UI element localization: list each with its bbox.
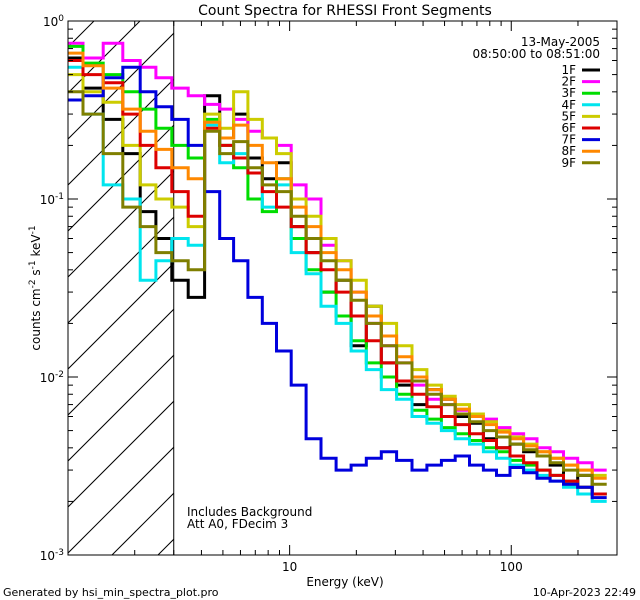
legend-label-1F: 1F	[561, 63, 576, 77]
y-axis-label: counts cm-2 s-1 keV-1	[28, 225, 43, 350]
series-line-9F	[68, 90, 607, 486]
legend-label-4F: 4F	[561, 98, 576, 112]
series-line-7F	[68, 65, 607, 500]
y-label-exp1: -2	[28, 279, 38, 288]
chart-title: Count Spectra for RHESSI Front Segments	[198, 3, 492, 19]
series-line-4F	[68, 65, 607, 503]
hatch-line	[0, 21, 48, 555]
legend-label-7F: 7F	[561, 133, 576, 147]
series-group	[68, 41, 607, 503]
legend-label-9F: 9F	[561, 156, 576, 170]
hatch-line	[68, 32, 174, 140]
y-tick-label: 10-2	[40, 370, 64, 385]
hatch-line	[68, 216, 174, 324]
footer-generated-by: Generated by hsi_min_spectra_plot.pro	[3, 586, 219, 599]
y-label-exp3: -1	[28, 225, 38, 234]
legend-label-3F: 3F	[561, 86, 576, 100]
hatch-line	[68, 262, 174, 370]
y-tick-label: 10-1	[40, 192, 64, 207]
y-label-mid2: keV	[29, 234, 43, 261]
y-label-base: counts cm	[29, 288, 43, 350]
y-label-exp2: -1	[28, 260, 38, 269]
x-axis-label: Energy (keV)	[306, 575, 383, 589]
y-tick-label: 100	[43, 14, 64, 29]
hatch-line	[68, 170, 174, 278]
legend-label-5F: 5F	[561, 109, 576, 123]
legend-label-8F: 8F	[561, 144, 576, 158]
hatch-line	[68, 446, 174, 554]
note-attenuator: Att A0, FDecim 3	[187, 517, 288, 531]
x-tick-label: 10	[282, 560, 297, 574]
hatch-line	[68, 400, 174, 508]
legend-label-6F: 6F	[561, 121, 576, 135]
footer-timestamp: 10-Apr-2023 22:49	[533, 586, 636, 599]
x-tick-label: 100	[500, 560, 523, 574]
series-line-6F	[68, 59, 607, 496]
legend-time-range: 08:50:00 to 08:51:00	[473, 47, 600, 61]
legend-date: 13-May-2005	[521, 35, 600, 49]
y-label-mid1: s	[29, 269, 43, 279]
plot-frame	[67, 20, 618, 556]
svg-text:counts cm-2 s-1 keV-1: counts cm-2 s-1 keV-1	[28, 225, 43, 350]
note-background: Includes Background	[187, 505, 312, 519]
y-tick-label: 10-3	[40, 548, 64, 563]
legend-label-2F: 2F	[561, 75, 576, 89]
hatch-line	[0, 21, 2, 555]
